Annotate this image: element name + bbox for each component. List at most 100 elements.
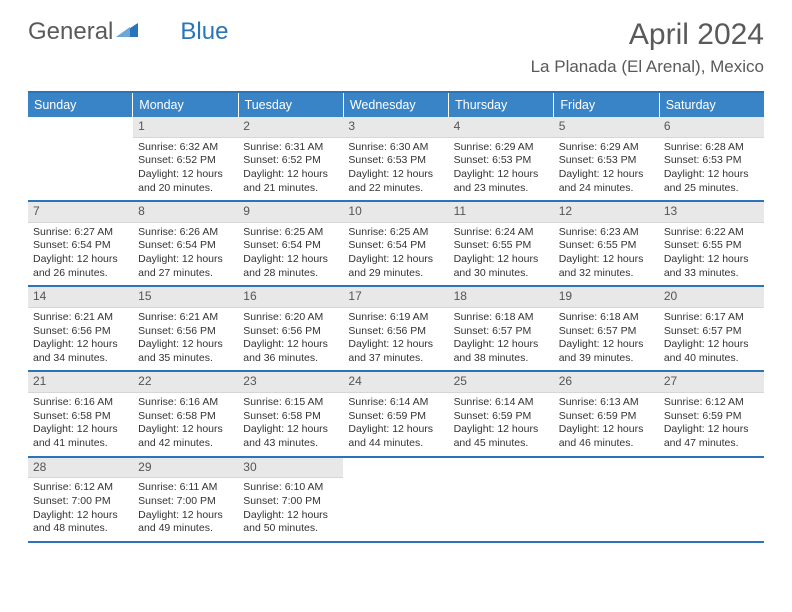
- sunset-line: Sunset: 6:57 PM: [454, 325, 549, 339]
- daylight-line: Daylight: 12 hours and 34 minutes.: [33, 338, 128, 365]
- day-cell: 29Sunrise: 6:11 AMSunset: 7:00 PMDayligh…: [133, 458, 238, 541]
- daylight-line: Daylight: 12 hours and 42 minutes.: [138, 423, 233, 450]
- sunrise-line: Sunrise: 6:22 AM: [664, 226, 759, 240]
- week-row: 21Sunrise: 6:16 AMSunset: 6:58 PMDayligh…: [28, 372, 764, 457]
- day-number: 13: [659, 202, 764, 223]
- sunrise-line: Sunrise: 6:16 AM: [33, 396, 128, 410]
- day-body: Sunrise: 6:30 AMSunset: 6:53 PMDaylight:…: [343, 138, 448, 201]
- day-header: Tuesday: [239, 93, 344, 117]
- logo: General Blue: [28, 18, 228, 46]
- day-number: 23: [238, 372, 343, 393]
- sunrise-line: Sunrise: 6:12 AM: [664, 396, 759, 410]
- day-body: Sunrise: 6:12 AMSunset: 7:00 PMDaylight:…: [28, 478, 133, 541]
- sunrise-line: Sunrise: 6:27 AM: [33, 226, 128, 240]
- day-number: 26: [554, 372, 659, 393]
- daylight-line: Daylight: 12 hours and 32 minutes.: [559, 253, 654, 280]
- day-body: Sunrise: 6:12 AMSunset: 6:59 PMDaylight:…: [659, 393, 764, 456]
- day-cell: 7Sunrise: 6:27 AMSunset: 6:54 PMDaylight…: [28, 202, 133, 285]
- day-header: Monday: [133, 93, 238, 117]
- sunset-line: Sunset: 6:54 PM: [33, 239, 128, 253]
- month-title: April 2024: [531, 18, 764, 51]
- sunrise-line: Sunrise: 6:24 AM: [454, 226, 549, 240]
- sunrise-line: Sunrise: 6:26 AM: [138, 226, 233, 240]
- daylight-line: Daylight: 12 hours and 30 minutes.: [454, 253, 549, 280]
- daylight-line: Daylight: 12 hours and 44 minutes.: [348, 423, 443, 450]
- daylight-line: Daylight: 12 hours and 29 minutes.: [348, 253, 443, 280]
- day-body: Sunrise: 6:25 AMSunset: 6:54 PMDaylight:…: [238, 223, 343, 286]
- sunset-line: Sunset: 6:56 PM: [33, 325, 128, 339]
- sunrise-line: Sunrise: 6:15 AM: [243, 396, 338, 410]
- day-number: 27: [659, 372, 764, 393]
- day-body: Sunrise: 6:14 AMSunset: 6:59 PMDaylight:…: [343, 393, 448, 456]
- sunrise-line: Sunrise: 6:13 AM: [559, 396, 654, 410]
- sunset-line: Sunset: 6:52 PM: [138, 154, 233, 168]
- day-number: 24: [343, 372, 448, 393]
- day-body: Sunrise: 6:21 AMSunset: 6:56 PMDaylight:…: [28, 308, 133, 371]
- sunset-line: Sunset: 6:53 PM: [559, 154, 654, 168]
- day-cell: [28, 117, 133, 200]
- day-cell: 22Sunrise: 6:16 AMSunset: 6:58 PMDayligh…: [133, 372, 238, 455]
- day-body: Sunrise: 6:25 AMSunset: 6:54 PMDaylight:…: [343, 223, 448, 286]
- day-number: 5: [554, 117, 659, 138]
- day-number: 4: [449, 117, 554, 138]
- day-cell: 26Sunrise: 6:13 AMSunset: 6:59 PMDayligh…: [554, 372, 659, 455]
- day-number: [343, 458, 448, 462]
- week-row: 7Sunrise: 6:27 AMSunset: 6:54 PMDaylight…: [28, 202, 764, 287]
- day-header: Wednesday: [344, 93, 449, 117]
- sunrise-line: Sunrise: 6:17 AM: [664, 311, 759, 325]
- day-number: 25: [449, 372, 554, 393]
- sunset-line: Sunset: 6:53 PM: [664, 154, 759, 168]
- day-body: Sunrise: 6:16 AMSunset: 6:58 PMDaylight:…: [28, 393, 133, 456]
- day-number: [449, 458, 554, 462]
- sunrise-line: Sunrise: 6:19 AM: [348, 311, 443, 325]
- day-cell: 16Sunrise: 6:20 AMSunset: 6:56 PMDayligh…: [238, 287, 343, 370]
- sunset-line: Sunset: 6:53 PM: [348, 154, 443, 168]
- day-body: Sunrise: 6:23 AMSunset: 6:55 PMDaylight:…: [554, 223, 659, 286]
- daylight-line: Daylight: 12 hours and 43 minutes.: [243, 423, 338, 450]
- daylight-line: Daylight: 12 hours and 28 minutes.: [243, 253, 338, 280]
- day-number: 11: [449, 202, 554, 223]
- sunset-line: Sunset: 6:55 PM: [559, 239, 654, 253]
- day-cell: 10Sunrise: 6:25 AMSunset: 6:54 PMDayligh…: [343, 202, 448, 285]
- header: General Blue April 2024 La Planada (El A…: [0, 0, 792, 81]
- day-cell: 9Sunrise: 6:25 AMSunset: 6:54 PMDaylight…: [238, 202, 343, 285]
- day-number: 12: [554, 202, 659, 223]
- day-body: Sunrise: 6:31 AMSunset: 6:52 PMDaylight:…: [238, 138, 343, 201]
- sunset-line: Sunset: 6:58 PM: [243, 410, 338, 424]
- day-number: 29: [133, 458, 238, 479]
- day-body: Sunrise: 6:32 AMSunset: 6:52 PMDaylight:…: [133, 138, 238, 201]
- daylight-line: Daylight: 12 hours and 45 minutes.: [454, 423, 549, 450]
- sunset-line: Sunset: 6:54 PM: [348, 239, 443, 253]
- sunset-line: Sunset: 6:58 PM: [33, 410, 128, 424]
- logo-triangle-icon: [116, 18, 138, 46]
- daylight-line: Daylight: 12 hours and 27 minutes.: [138, 253, 233, 280]
- day-cell: 5Sunrise: 6:29 AMSunset: 6:53 PMDaylight…: [554, 117, 659, 200]
- sunset-line: Sunset: 6:57 PM: [559, 325, 654, 339]
- sunrise-line: Sunrise: 6:16 AM: [138, 396, 233, 410]
- daylight-line: Daylight: 12 hours and 47 minutes.: [664, 423, 759, 450]
- sunset-line: Sunset: 6:58 PM: [138, 410, 233, 424]
- week-row: 1Sunrise: 6:32 AMSunset: 6:52 PMDaylight…: [28, 117, 764, 202]
- day-cell: 25Sunrise: 6:14 AMSunset: 6:59 PMDayligh…: [449, 372, 554, 455]
- day-number: 14: [28, 287, 133, 308]
- title-block: April 2024 La Planada (El Arenal), Mexic…: [531, 18, 764, 77]
- day-number: 17: [343, 287, 448, 308]
- calendar: SundayMondayTuesdayWednesdayThursdayFrid…: [28, 91, 764, 543]
- day-cell: [554, 458, 659, 541]
- day-body: Sunrise: 6:11 AMSunset: 7:00 PMDaylight:…: [133, 478, 238, 541]
- day-body: Sunrise: 6:29 AMSunset: 6:53 PMDaylight:…: [449, 138, 554, 201]
- day-number: 18: [449, 287, 554, 308]
- day-body: Sunrise: 6:16 AMSunset: 6:58 PMDaylight:…: [133, 393, 238, 456]
- sunset-line: Sunset: 6:57 PM: [664, 325, 759, 339]
- sunset-line: Sunset: 6:52 PM: [243, 154, 338, 168]
- logo-text-2: Blue: [180, 18, 228, 46]
- day-cell: 18Sunrise: 6:18 AMSunset: 6:57 PMDayligh…: [449, 287, 554, 370]
- day-cell: 2Sunrise: 6:31 AMSunset: 6:52 PMDaylight…: [238, 117, 343, 200]
- day-cell: 27Sunrise: 6:12 AMSunset: 6:59 PMDayligh…: [659, 372, 764, 455]
- day-number: 9: [238, 202, 343, 223]
- day-body: Sunrise: 6:29 AMSunset: 6:53 PMDaylight:…: [554, 138, 659, 201]
- sunset-line: Sunset: 6:59 PM: [454, 410, 549, 424]
- sunrise-line: Sunrise: 6:11 AM: [138, 481, 233, 495]
- sunrise-line: Sunrise: 6:21 AM: [138, 311, 233, 325]
- sunset-line: Sunset: 6:56 PM: [138, 325, 233, 339]
